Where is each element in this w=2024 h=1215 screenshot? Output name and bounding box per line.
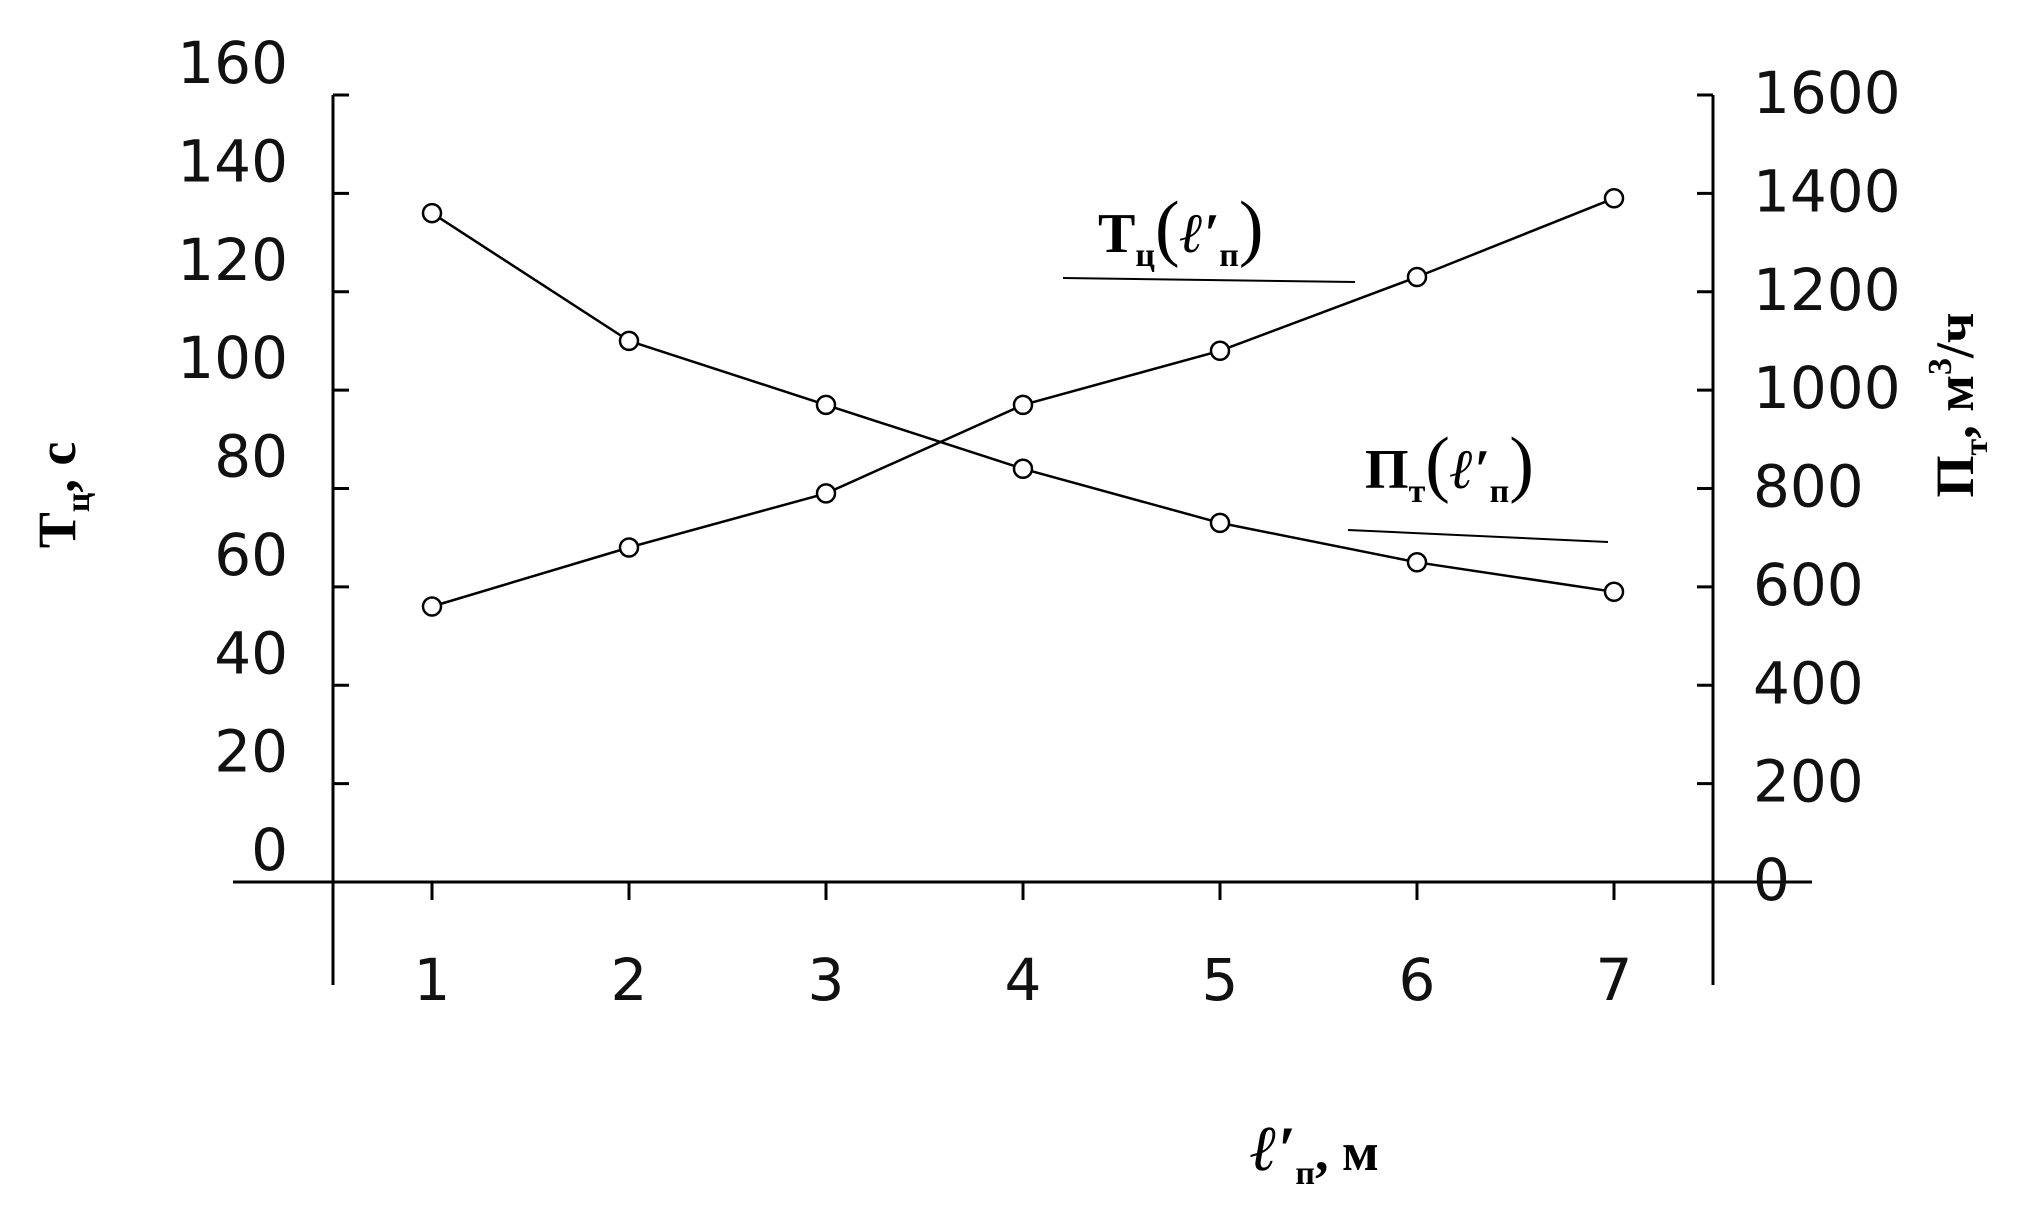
svg-text:Тц(ℓ′п): Тц(ℓ′п)	[1098, 187, 1264, 274]
x-tick-label: 4	[1005, 946, 1042, 1014]
x-tick-label: 2	[611, 946, 648, 1014]
left-y-tick-label: 100	[177, 324, 288, 392]
series-label-productivity-arg: ℓ′	[1450, 439, 1490, 501]
data-point-cycle-time	[1406, 552, 1428, 573]
x-axis-title: ℓ′п, м	[1250, 1113, 1379, 1192]
x-tick-label: 3	[808, 946, 845, 1014]
x-tick-label: 6	[1399, 946, 1436, 1014]
data-point-productivity	[421, 596, 443, 617]
series-layer	[421, 188, 1625, 617]
series-label-cycle-time: Тц(ℓ′п)	[1062, 187, 1356, 283]
series-label-cycle-time-arg: ℓ′	[1180, 203, 1220, 265]
right-y-tick-label: 400	[1753, 649, 1864, 717]
data-point-cycle-time	[1209, 512, 1231, 534]
x-axis-title-sub: п	[1295, 1155, 1315, 1192]
data-point-productivity	[1209, 340, 1231, 362]
left-y-tick-label: 20	[214, 718, 288, 786]
right-y-tick-label: 800	[1753, 453, 1864, 521]
x-axis-ticks: 1 2 3 4 5 6 7	[414, 882, 1633, 1014]
left-y-tick-label: 40	[214, 619, 288, 687]
right-y-tick-label: 600	[1753, 551, 1864, 619]
svg-text:Пт(ℓ′п): Пт(ℓ′п)	[1365, 423, 1534, 510]
data-point-cycle-time	[815, 394, 837, 416]
data-point-cycle-time	[1012, 458, 1034, 480]
data-point-cycle-time	[618, 330, 640, 352]
data-point-productivity	[1012, 394, 1034, 416]
left-y-axis-ticks: 0 20 40 60 80 100 120 140 160	[177, 29, 349, 884]
data-point-productivity	[1406, 266, 1428, 288]
right-y-axis-ticks: 0 200 400 600 800 1000 1200 1400 1600	[1697, 59, 1901, 914]
series-label-productivity-underline	[1347, 529, 1609, 543]
left-y-tick-label: 120	[177, 226, 288, 294]
data-point-productivity	[618, 537, 640, 558]
right-y-axis-title-unit: , м	[1925, 375, 1985, 439]
right-y-tick-label: 0	[1753, 846, 1790, 914]
series-label-productivity-main: П	[1365, 439, 1409, 501]
series-label-cycle-time-sub: ц	[1135, 237, 1155, 274]
left-y-tick-label: 160	[177, 29, 288, 97]
data-point-cycle-time	[421, 202, 443, 224]
series-label-productivity-arg-sub: п	[1490, 473, 1510, 510]
left-y-tick-label: 140	[177, 127, 288, 195]
left-y-axis-title-unit: , с	[27, 442, 87, 493]
series-label-cycle-time-underline	[1062, 277, 1356, 283]
x-axis-title-unit: , м	[1315, 1122, 1379, 1182]
left-y-axis-title-sub: ц	[60, 492, 97, 512]
right-y-axis-title-unit2: /ч	[1925, 313, 1985, 359]
series-label-cycle-time-arg-sub: п	[1219, 237, 1239, 274]
left-y-tick-label: 0	[251, 816, 288, 884]
series-label-cycle-time-main: Т	[1098, 203, 1135, 265]
series-label-productivity-sub: т	[1409, 473, 1426, 510]
left-y-axis-title-main: Т	[27, 512, 87, 548]
right-y-tick-label: 1200	[1753, 256, 1901, 324]
right-y-tick-label: 200	[1753, 748, 1864, 816]
x-tick-label: 1	[414, 946, 451, 1014]
left-y-tick-label: 80	[214, 423, 288, 491]
right-y-axis-title-sub: т	[1958, 438, 1995, 455]
right-y-axis-title: Пт, м3/ч	[1922, 313, 1995, 498]
series-label-productivity: Пт(ℓ′п)	[1347, 423, 1609, 543]
data-point-productivity	[1603, 188, 1625, 209]
right-y-tick-label: 1000	[1753, 354, 1901, 422]
data-point-cycle-time	[1603, 581, 1625, 603]
data-point-productivity	[815, 483, 837, 504]
right-y-axis-title-main: П	[1925, 455, 1985, 497]
right-y-tick-label: 1600	[1753, 59, 1901, 127]
left-y-axis-title: Тц, с	[27, 442, 97, 549]
x-axis-title-main: ℓ′	[1250, 1113, 1295, 1184]
left-y-tick-label: 60	[214, 521, 288, 589]
x-tick-label: 7	[1596, 946, 1633, 1014]
x-tick-label: 5	[1202, 946, 1239, 1014]
right-y-axis-title-sup: 3	[1922, 358, 1959, 375]
right-y-tick-label: 1400	[1753, 157, 1901, 225]
